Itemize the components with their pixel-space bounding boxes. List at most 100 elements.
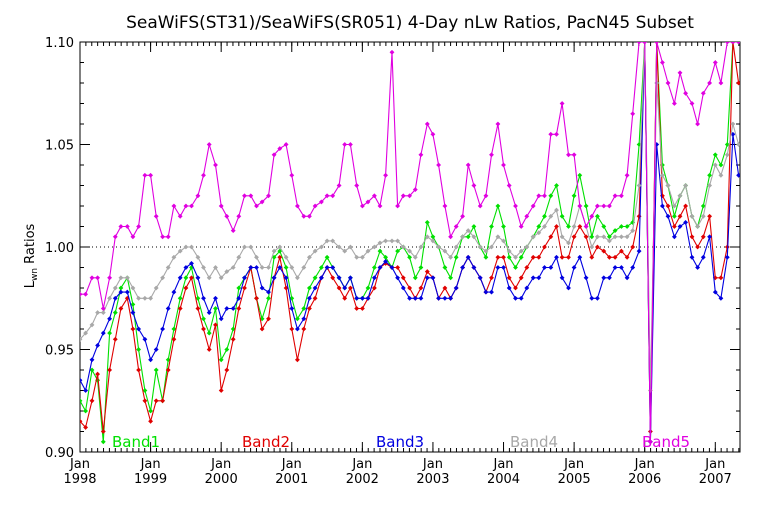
data-point-band5 bbox=[659, 60, 665, 65]
data-point-band3 bbox=[201, 295, 206, 301]
data-point-band5 bbox=[524, 213, 530, 219]
data-point-band4 bbox=[112, 285, 118, 291]
data-point-band3 bbox=[724, 254, 730, 260]
data-point-band3 bbox=[542, 265, 547, 270]
y-axis-label-rest: Ratios bbox=[23, 223, 38, 268]
data-point-band2 bbox=[554, 224, 559, 229]
data-point-band2 bbox=[336, 285, 342, 291]
data-point-band5 bbox=[536, 193, 542, 199]
data-point-band3 bbox=[271, 275, 277, 281]
data-point-band1 bbox=[318, 265, 324, 270]
data-point-band4 bbox=[189, 244, 194, 250]
data-point-band4 bbox=[548, 213, 554, 219]
data-point-band2 bbox=[489, 275, 494, 281]
data-point-band5 bbox=[712, 60, 718, 65]
data-point-band5 bbox=[89, 275, 95, 281]
data-point-band2 bbox=[530, 254, 536, 260]
data-point-band3 bbox=[636, 248, 642, 254]
data-point-band2 bbox=[183, 285, 189, 291]
data-point-band4 bbox=[724, 152, 730, 158]
data-point-band4 bbox=[324, 238, 330, 244]
data-point-band4 bbox=[89, 322, 95, 328]
data-point-band4 bbox=[377, 240, 383, 246]
data-point-band3 bbox=[489, 289, 494, 295]
data-point-band5 bbox=[354, 183, 360, 188]
data-point-band4 bbox=[118, 275, 124, 281]
data-point-band2 bbox=[536, 254, 542, 260]
data-point-band4 bbox=[501, 238, 506, 244]
data-point-band1 bbox=[177, 295, 183, 301]
data-point-band5 bbox=[495, 121, 501, 127]
data-point-band3 bbox=[148, 357, 154, 363]
data-point-band4 bbox=[160, 275, 166, 281]
data-point-band1 bbox=[700, 203, 706, 209]
data-point-band5 bbox=[324, 193, 330, 199]
data-point-band2 bbox=[189, 275, 194, 281]
x-tick-month-label: Jan bbox=[634, 457, 655, 472]
data-point-band4 bbox=[183, 244, 189, 250]
data-point-band5 bbox=[118, 224, 124, 229]
data-point-band5 bbox=[136, 224, 142, 229]
data-point-band3 bbox=[695, 265, 701, 270]
data-point-band1 bbox=[483, 254, 489, 260]
data-point-band3 bbox=[100, 330, 106, 336]
data-point-band4 bbox=[524, 244, 530, 250]
data-point-band5 bbox=[189, 203, 194, 209]
data-point-band1 bbox=[206, 330, 212, 336]
data-point-band5 bbox=[224, 213, 230, 219]
data-point-band3 bbox=[248, 265, 254, 270]
x-tick-month-label: Jan bbox=[422, 457, 443, 472]
data-point-band5 bbox=[483, 193, 489, 199]
data-point-band5 bbox=[518, 224, 524, 229]
x-tick-year-label: 2002 bbox=[346, 472, 379, 487]
data-point-band2 bbox=[107, 367, 113, 373]
data-point-band2 bbox=[594, 244, 600, 250]
data-point-band5 bbox=[124, 224, 130, 229]
data-point-band5 bbox=[100, 306, 106, 311]
data-point-band4 bbox=[513, 254, 518, 260]
data-point-band5 bbox=[271, 152, 277, 158]
data-point-band5 bbox=[689, 101, 695, 106]
data-point-band5 bbox=[389, 49, 395, 55]
data-point-band3 bbox=[618, 265, 624, 270]
data-point-band5 bbox=[442, 203, 448, 209]
data-point-band1 bbox=[171, 326, 177, 332]
series-band1 bbox=[80, 42, 740, 445]
data-point-band4 bbox=[712, 162, 718, 168]
data-point-band3 bbox=[418, 295, 424, 301]
data-point-band5 bbox=[677, 70, 683, 76]
data-point-band3 bbox=[736, 172, 740, 178]
data-point-band5 bbox=[230, 228, 236, 234]
series-band3 bbox=[80, 42, 740, 445]
legend-item-band2: Band2 bbox=[242, 433, 290, 451]
data-point-band2 bbox=[442, 285, 448, 291]
data-point-band4 bbox=[506, 248, 512, 254]
data-point-band5 bbox=[289, 172, 295, 178]
data-point-band3 bbox=[218, 316, 224, 322]
data-point-band4 bbox=[259, 265, 265, 270]
data-point-band3 bbox=[359, 295, 365, 301]
data-point-band5 bbox=[107, 275, 113, 281]
data-point-band4 bbox=[465, 228, 471, 234]
data-point-band3 bbox=[659, 203, 665, 209]
data-point-band4 bbox=[566, 240, 571, 246]
x-tick-year-label: 2003 bbox=[416, 472, 449, 487]
data-point-band4 bbox=[542, 224, 547, 229]
data-point-band2 bbox=[407, 285, 413, 291]
data-point-band1 bbox=[148, 408, 154, 414]
data-point-band5 bbox=[542, 193, 547, 199]
data-point-band4 bbox=[107, 295, 113, 301]
data-point-band5 bbox=[700, 90, 706, 96]
data-point-band1 bbox=[589, 234, 595, 240]
data-point-band4 bbox=[536, 230, 542, 236]
data-point-band3 bbox=[83, 388, 89, 393]
data-point-band5 bbox=[242, 193, 247, 199]
x-tick-year-label: 2004 bbox=[487, 472, 520, 487]
data-point-band4 bbox=[594, 234, 600, 240]
data-point-band4 bbox=[342, 248, 348, 254]
data-point-band4 bbox=[165, 265, 171, 270]
data-point-band2 bbox=[330, 275, 336, 281]
data-point-band2 bbox=[671, 224, 677, 229]
data-point-band3 bbox=[213, 295, 218, 301]
